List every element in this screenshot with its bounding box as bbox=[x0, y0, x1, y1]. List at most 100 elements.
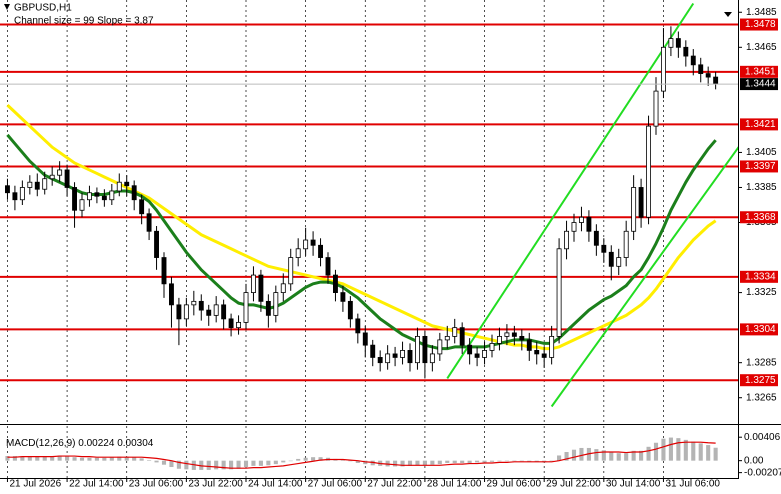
candle-body bbox=[377, 357, 383, 364]
candle-body bbox=[116, 181, 122, 192]
candle-body bbox=[705, 73, 711, 78]
candle-body bbox=[534, 350, 540, 355]
x-tick-label: 23 Jul 22:00 bbox=[188, 479, 243, 489]
candle-body bbox=[280, 283, 286, 293]
axes bbox=[0, 0, 781, 482]
candle-body bbox=[638, 187, 644, 218]
macd-bar bbox=[437, 460, 442, 465]
channel-line bbox=[446, 2, 695, 379]
macd-bar bbox=[296, 458, 301, 461]
last-price-box bbox=[740, 78, 778, 91]
y-tick-label: 0.00406 bbox=[744, 432, 781, 443]
macd-bar bbox=[50, 456, 55, 461]
candle-body bbox=[422, 335, 428, 364]
x-tick-label: 27 Jul 22:00 bbox=[367, 479, 422, 489]
level-label: 1.3397 bbox=[745, 161, 776, 172]
macd-bar bbox=[452, 460, 457, 463]
level-label-box bbox=[740, 118, 778, 131]
level-label-box bbox=[740, 374, 778, 387]
x-tick-label: 22 Jul 14:00 bbox=[69, 479, 124, 489]
candle-body bbox=[586, 216, 592, 232]
macd-bar bbox=[549, 460, 554, 462]
candle-body bbox=[265, 300, 271, 316]
candle-body bbox=[683, 46, 689, 57]
macd-bar bbox=[87, 457, 92, 461]
macd-bar bbox=[579, 447, 584, 461]
macd-bar bbox=[512, 460, 517, 462]
last-price-label: 1.3444 bbox=[745, 79, 776, 90]
candle-body bbox=[154, 230, 159, 258]
candle-body bbox=[124, 181, 130, 187]
macd-signal bbox=[7, 441, 716, 469]
macd-bar bbox=[639, 450, 644, 461]
candle-body bbox=[169, 283, 174, 306]
candle-body bbox=[310, 239, 316, 246]
candle-body bbox=[385, 353, 391, 364]
candle-body bbox=[549, 335, 555, 358]
candle-body bbox=[213, 304, 219, 316]
price-panel bbox=[0, 0, 738, 424]
candle-body bbox=[221, 304, 227, 320]
x-tick-label: 29 Jul 06:00 bbox=[487, 479, 542, 489]
candle-body bbox=[228, 318, 234, 329]
candle-body bbox=[5, 185, 10, 194]
macd-bar bbox=[475, 460, 480, 463]
candle-body bbox=[601, 244, 607, 253]
candle-body bbox=[183, 304, 189, 320]
macd-bar bbox=[139, 458, 144, 461]
candle-body bbox=[437, 339, 443, 355]
macd-bar bbox=[117, 456, 122, 461]
candle-body bbox=[400, 350, 405, 358]
macd-bar bbox=[57, 455, 62, 461]
y-tick-label: 1.3465 bbox=[746, 42, 777, 53]
macd-bar bbox=[706, 445, 711, 461]
candle-body bbox=[347, 300, 353, 320]
candle-body bbox=[661, 46, 666, 92]
x-tick-label: 27 Jul 06:00 bbox=[308, 479, 363, 489]
level-label-box bbox=[740, 211, 778, 224]
macd-header: MACD(12,26,9) 0.00224 0.00304 bbox=[6, 438, 154, 449]
macd-bar bbox=[348, 460, 353, 462]
macd-bar bbox=[65, 456, 70, 461]
macd-bar bbox=[571, 449, 577, 461]
macd-bar bbox=[467, 460, 472, 463]
macd-bar bbox=[288, 460, 293, 462]
macd-bar bbox=[12, 456, 17, 461]
candle-body bbox=[146, 213, 152, 232]
level-label-box bbox=[740, 323, 778, 336]
level-label: 1.3368 bbox=[745, 212, 776, 223]
candle-body bbox=[407, 350, 413, 364]
macd-bar bbox=[109, 457, 114, 461]
macd-bar bbox=[355, 460, 360, 463]
macd-bar bbox=[147, 460, 152, 461]
macd-bar bbox=[646, 446, 651, 461]
candle-body bbox=[579, 216, 584, 223]
candle-body bbox=[526, 339, 532, 351]
macd-bar bbox=[27, 456, 32, 461]
macd-bar bbox=[430, 460, 435, 465]
macd-bar bbox=[683, 439, 688, 461]
candle-body bbox=[325, 257, 331, 276]
symbol-icon bbox=[4, 4, 10, 10]
candle-body bbox=[87, 192, 92, 201]
macd-bar bbox=[124, 456, 129, 461]
candle-body bbox=[109, 190, 115, 201]
candle-body bbox=[243, 292, 249, 323]
macd-label: MACD(12,26,9) bbox=[6, 438, 75, 449]
scroll-marker bbox=[724, 12, 732, 17]
y-tick-label: -0.00207 bbox=[744, 467, 781, 478]
macd-bar bbox=[251, 460, 256, 466]
macd-bar bbox=[624, 453, 629, 461]
candle-body bbox=[101, 195, 107, 201]
x-tick-label: 28 Jul 14:00 bbox=[427, 479, 482, 489]
candle-body bbox=[273, 292, 279, 316]
candle-body bbox=[355, 318, 361, 334]
macd-bar bbox=[691, 441, 696, 461]
macd-bar bbox=[72, 457, 77, 461]
macd-bar bbox=[557, 455, 562, 461]
candle-body bbox=[497, 335, 502, 344]
macd-bar bbox=[340, 460, 345, 461]
level-label: 1.3421 bbox=[745, 119, 776, 130]
moving-average bbox=[6, 104, 717, 351]
